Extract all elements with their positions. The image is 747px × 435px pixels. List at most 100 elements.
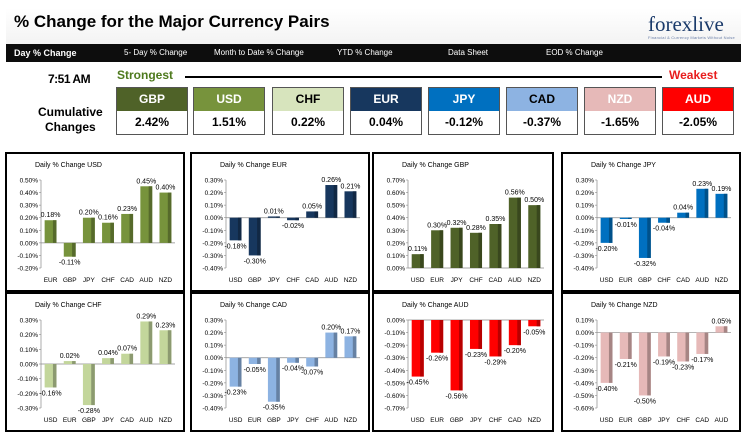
data-label: 0.35% [485,216,505,223]
data-label: 0.04% [98,350,118,357]
data-label: -0.04% [653,226,675,233]
data-label: -0.17% [691,357,713,364]
bar-group [508,197,521,268]
category-label: GBP [450,417,464,424]
data-label: -0.01% [615,222,637,229]
tab-eod-change[interactable]: EOD % Change [546,48,603,57]
y-tick-label: 0.10% [20,347,39,354]
bar-shade [237,357,242,387]
data-label: -0.40% [595,386,617,393]
y-tick-label: 0.20% [576,190,595,197]
y-tick-label: 0.20% [20,332,39,339]
bar-shade [685,212,690,218]
y-tick-label: 0.20% [205,190,224,197]
bar [267,216,280,218]
y-tick-label: 0.10% [205,343,224,350]
bar [619,332,632,359]
data-label: 0.02% [60,353,80,360]
bar-chart: Daily % Change CAD 0.30% 0.20% 0.10% 0.00% -0… [202,302,360,424]
bar [600,217,613,243]
bar-group [469,320,483,349]
data-label: 0.16% [98,215,118,222]
category-label: USD [229,417,243,424]
currency-card-chf: CHF 0.22% [272,87,344,135]
category-label: JPY [451,277,464,284]
logo-wordmark: forexlive [648,12,724,37]
bar-group [287,357,299,363]
data-label: -0.23% [465,352,487,359]
data-label: 0.23% [155,322,175,329]
tab-5-day-change[interactable]: 5- Day % Change [124,48,188,57]
bar [696,332,709,354]
bar-group [229,217,242,241]
tab-data-sheet[interactable]: Data Sheet [448,48,489,57]
currency-card-usd: USD 1.51% [193,87,265,135]
bar [44,364,57,388]
y-tick-label: 0.70% [387,178,406,185]
category-label: AUD [139,277,153,284]
bar-shade [276,357,280,402]
tab-month-to-date-change[interactable]: Month to Date % Change [214,48,304,57]
category-label: GBP [638,277,652,284]
bar [715,193,728,218]
bar-group [528,205,541,268]
bar-shade [723,326,728,333]
bar-group [306,357,319,367]
y-tick-label: 0.00% [20,240,39,247]
bar-group [696,188,709,218]
category-label: CAD [489,277,503,284]
y-tick-label: -0.40% [202,266,223,273]
strength-range-line [185,76,662,78]
chart-panel: Daily % Change GBP 0.70% 0.60% 0.50% 0.40% 0.… [372,152,554,292]
category-label: USD [600,417,614,424]
y-tick-label: -0.50% [573,393,594,400]
y-tick-label: 0.30% [20,318,39,325]
bar-group [102,358,114,364]
category-label: CAD [120,417,134,424]
data-label: 0.28% [466,225,486,232]
bar [248,357,261,364]
bar-chart: Daily % Change AUD 0.00% -0.10% -0.20% -0.30… [384,302,545,424]
bar-group [325,332,338,358]
chart-panel: Daily % Change JPY 0.30% 0.20% 0.10% 0.00% -0… [561,152,741,292]
bar-shade [536,205,541,268]
category-label: JPY [658,417,671,424]
bar-group [431,230,444,268]
bar-group [619,217,632,219]
bar-group [159,192,172,243]
category-label: NZD [344,277,358,284]
bar-shade [333,332,338,358]
data-label: -0.04% [282,366,304,373]
forexlive-logo[interactable]: forexlive Financial & Currency Markets W… [648,12,735,40]
bar [325,185,338,218]
bar [102,222,114,243]
bar-shade [420,320,424,377]
y-tick-label: 0.20% [20,215,39,222]
bar-shade [72,242,76,257]
bar [638,217,651,258]
data-label: -0.23% [672,364,694,371]
category-label: NZD [159,277,173,284]
tab-ytd-change[interactable]: YTD % Change [337,48,393,57]
y-tick-label: 0.30% [205,178,224,185]
y-tick-label: -0.10% [384,330,405,337]
y-tick-label: 0.30% [20,203,39,210]
cumulative-label-line2: Changes [45,120,96,134]
bar-group [489,224,502,268]
bar [600,332,613,383]
category-label: CAD [120,277,134,284]
y-tick-label: -0.40% [573,380,594,387]
bar [306,357,319,367]
bar [638,332,651,396]
y-tick-label: 0.50% [387,203,406,210]
bar [696,188,709,218]
category-label: JPY [287,417,300,424]
data-label: -0.02% [282,223,304,230]
bar [102,358,114,364]
bar [44,220,57,243]
category-label: CHF [101,277,114,284]
tab-day-change[interactable]: Day % Change [14,48,77,58]
y-tick-label: 0.20% [387,240,406,247]
category-label: CAD [695,417,709,424]
cumulative-change-value: 2.42% [134,115,170,129]
